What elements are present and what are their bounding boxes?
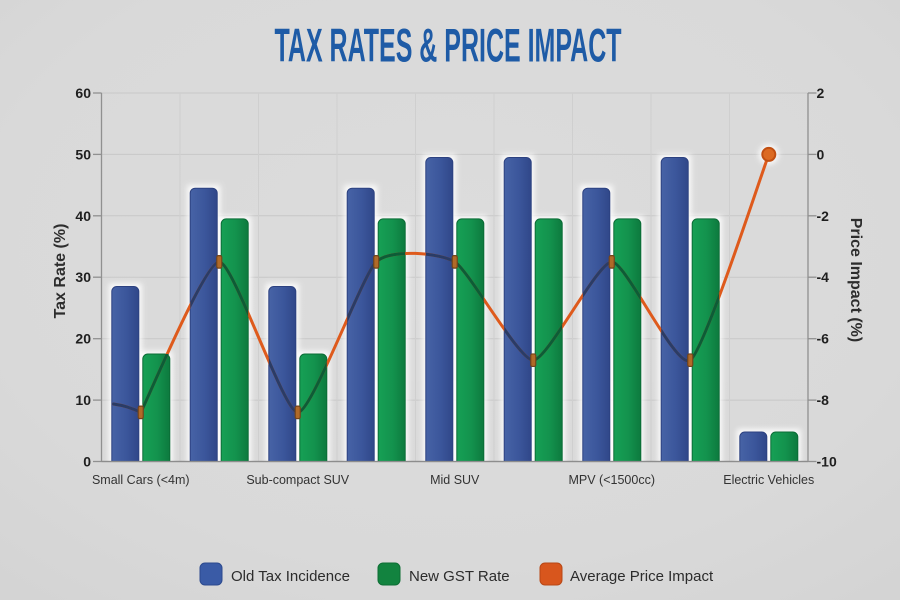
svg-text:0: 0 — [817, 146, 825, 162]
svg-text:Old Tax Incidence: Old Tax Incidence — [231, 568, 350, 585]
svg-text:-10: -10 — [817, 454, 837, 470]
svg-text:New GST Rate: New GST Rate — [409, 568, 510, 585]
svg-text:40: 40 — [75, 208, 91, 224]
svg-text:50: 50 — [75, 146, 91, 162]
svg-text:0: 0 — [83, 454, 91, 470]
svg-text:-2: -2 — [817, 208, 830, 224]
svg-text:TAX RATES & PRICE IMPACT: TAX RATES & PRICE IMPACT — [275, 20, 622, 73]
svg-text:MPV (<1500cc): MPV (<1500cc) — [569, 473, 656, 487]
svg-text:Tax Rate (%): Tax Rate (%) — [52, 224, 69, 319]
svg-text:2: 2 — [817, 85, 825, 101]
svg-text:Mid SUV: Mid SUV — [430, 473, 480, 487]
svg-text:10: 10 — [75, 392, 91, 408]
svg-text:Average Price Impact: Average Price Impact — [570, 568, 714, 585]
svg-text:Electric Vehicles: Electric Vehicles — [723, 473, 814, 487]
svg-text:Small Cars (<4m): Small Cars (<4m) — [92, 473, 190, 487]
svg-text:Sub-compact SUV: Sub-compact SUV — [246, 473, 349, 487]
svg-text:30: 30 — [75, 269, 91, 285]
svg-text:-6: -6 — [817, 331, 830, 347]
svg-text:20: 20 — [75, 331, 91, 347]
svg-text:-4: -4 — [817, 269, 830, 285]
svg-text:-8: -8 — [817, 392, 830, 408]
svg-text:60: 60 — [75, 85, 91, 101]
svg-text:Price Impact (%): Price Impact (%) — [847, 218, 864, 342]
